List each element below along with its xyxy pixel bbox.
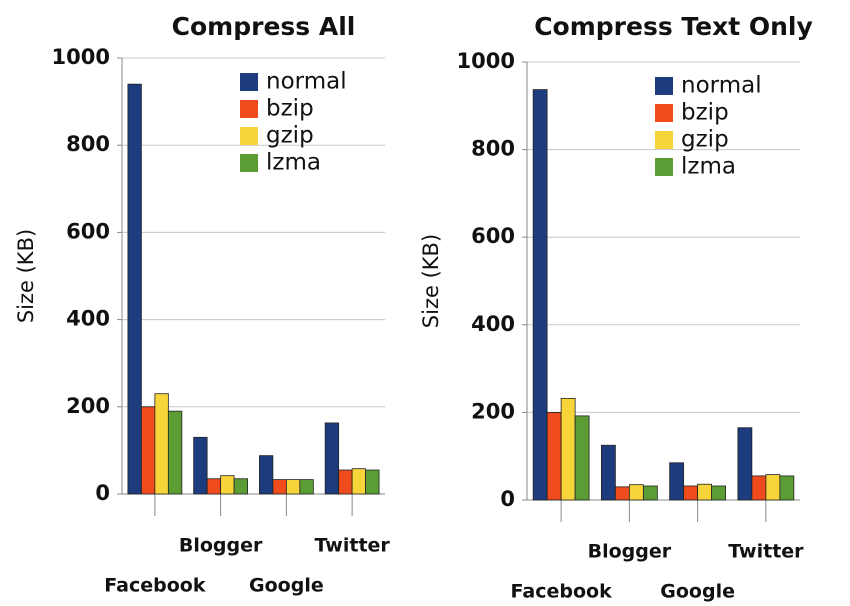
y-tick-label: 600 xyxy=(471,224,515,248)
legend-swatch xyxy=(655,104,673,122)
legend-swatch xyxy=(655,77,673,95)
bar xyxy=(683,485,699,501)
x-tick-label: Twitter xyxy=(314,535,390,557)
bar xyxy=(669,462,685,501)
legend-label: normal xyxy=(681,73,762,99)
bar xyxy=(167,410,183,495)
bar xyxy=(765,474,781,501)
bar xyxy=(233,478,248,495)
legend-label: gzip xyxy=(266,123,314,149)
bar xyxy=(532,89,548,501)
y-axis-label: Size (KB) xyxy=(14,229,38,323)
bar xyxy=(272,479,287,495)
bar xyxy=(285,479,301,495)
legend-label: gzip xyxy=(681,127,729,153)
bar xyxy=(560,397,576,501)
bar xyxy=(628,484,644,501)
bar xyxy=(642,485,658,501)
bar xyxy=(193,436,208,495)
chart-title: Compress All xyxy=(172,12,356,41)
legend-label: lzma xyxy=(266,150,321,176)
bar xyxy=(127,83,142,495)
x-tick-label: Google xyxy=(249,575,324,597)
bar xyxy=(779,475,795,501)
y-tick-label: 200 xyxy=(471,399,515,423)
x-tick-label: Facebook xyxy=(511,581,613,603)
legend-swatch xyxy=(655,131,673,149)
legend-swatch xyxy=(240,100,258,118)
bar xyxy=(365,469,380,495)
x-tick-label: Blogger xyxy=(179,535,263,557)
bar xyxy=(299,479,314,495)
bar xyxy=(351,468,367,495)
x-tick-label: Twitter xyxy=(728,541,804,563)
bar xyxy=(574,415,590,501)
y-tick-label: 400 xyxy=(66,307,110,331)
legend-label: lzma xyxy=(681,154,736,180)
bar xyxy=(154,393,169,495)
y-tick-label: 200 xyxy=(66,394,110,418)
legend-swatch xyxy=(240,154,258,172)
x-tick-label: Blogger xyxy=(588,541,672,563)
bar xyxy=(259,455,274,495)
y-tick-label: 800 xyxy=(66,132,110,156)
bar xyxy=(220,475,235,495)
bar xyxy=(140,406,156,495)
bar xyxy=(737,427,753,501)
legend-label: bzip xyxy=(681,100,729,126)
legend-swatch xyxy=(240,73,258,91)
bar xyxy=(324,422,340,495)
y-tick-label: 0 xyxy=(500,487,515,511)
bar xyxy=(751,475,767,501)
legend-swatch xyxy=(655,158,673,176)
y-tick-label: 1000 xyxy=(457,49,515,73)
y-axis-label: Size (KB) xyxy=(419,234,443,328)
x-tick-label: Google xyxy=(660,581,735,603)
legend-label: bzip xyxy=(266,96,314,122)
y-tick-label: 400 xyxy=(471,312,515,336)
y-tick-label: 0 xyxy=(95,481,110,505)
y-tick-label: 1000 xyxy=(52,45,110,69)
legend-label: normal xyxy=(266,69,347,95)
bar xyxy=(600,444,616,501)
bar xyxy=(206,478,222,495)
bar xyxy=(614,486,630,501)
legend-swatch xyxy=(240,127,258,145)
y-tick-label: 800 xyxy=(471,137,515,161)
x-tick-label: Facebook xyxy=(104,575,206,597)
y-tick-label: 600 xyxy=(66,219,110,243)
bar xyxy=(711,485,727,501)
bar xyxy=(697,483,713,501)
bar xyxy=(338,469,353,495)
chart-title: Compress Text Only xyxy=(534,12,813,41)
bar xyxy=(546,411,562,501)
